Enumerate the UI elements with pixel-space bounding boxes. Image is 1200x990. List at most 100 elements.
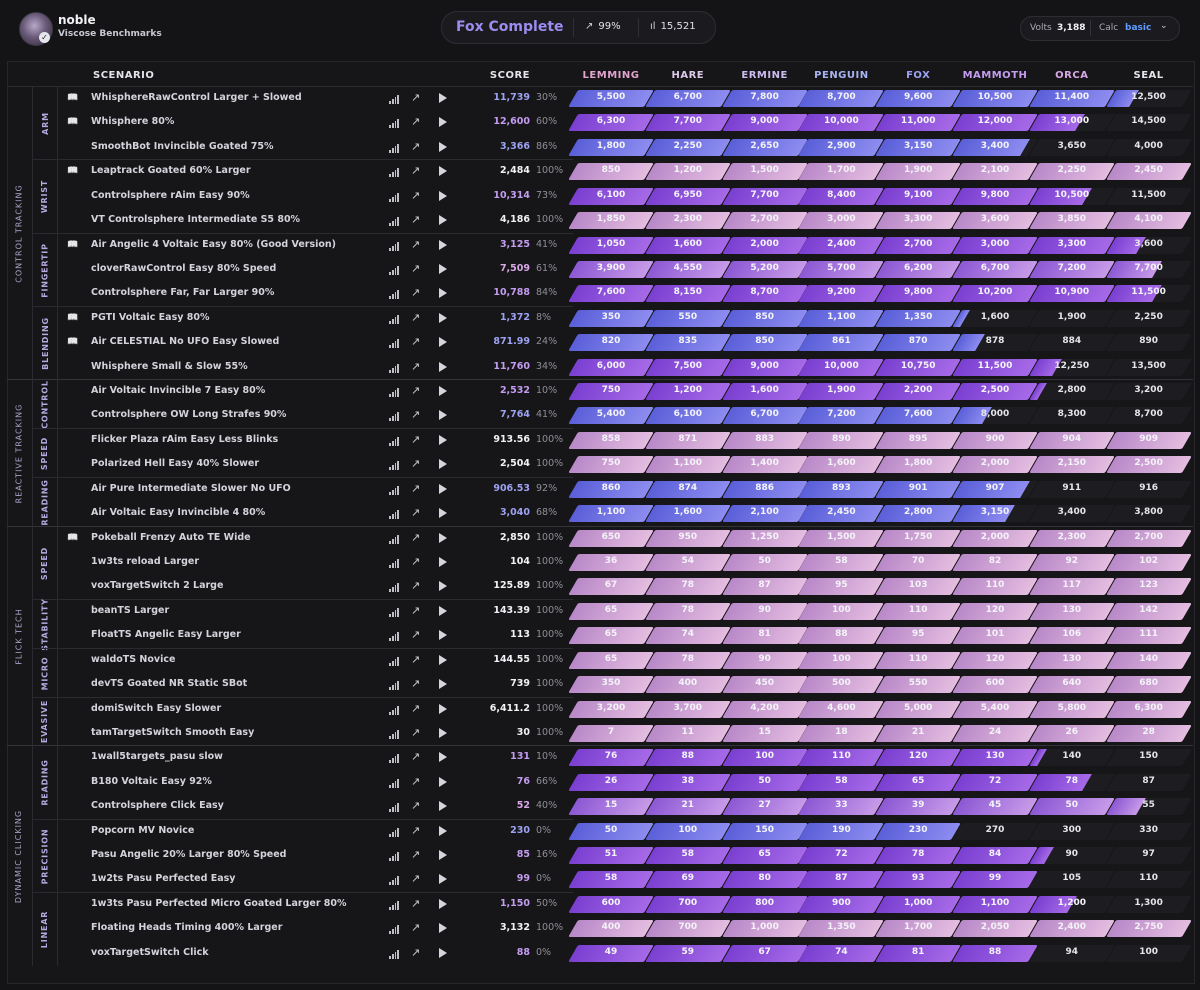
table-row[interactable]: 📖 Pokeball Frenzy Auto TE Wide ↗ 2,850 100% 6…	[58, 527, 1193, 551]
signal-bars-icon[interactable]	[389, 534, 399, 544]
table-row[interactable]: Whisphere Small & Slow 55% ↗ 11,760 34% 6,00…	[58, 356, 1193, 380]
play-icon[interactable]	[439, 752, 447, 763]
trend-chart-icon[interactable]: ↗	[411, 579, 421, 593]
signal-bars-icon[interactable]	[389, 681, 399, 691]
table-row[interactable]: Pasu Angelic 20% Larger 80% Speed ↗ 85 16% 5…	[58, 844, 1193, 868]
table-row[interactable]: 1w3ts reload Larger ↗ 104 100% 36 54 50 58 70 82 9…	[58, 551, 1193, 575]
play-icon[interactable]	[439, 117, 447, 128]
play-icon[interactable]	[439, 727, 447, 738]
table-row[interactable]: 📖 WhisphereRawControl Larger + Slowed ↗ 11,…	[58, 87, 1193, 111]
signal-bars-icon[interactable]	[389, 876, 399, 886]
scenario-name[interactable]: SmoothBot Invincible Goated 75%	[91, 140, 274, 152]
play-icon[interactable]	[439, 679, 447, 690]
trend-chart-icon[interactable]: ↗	[411, 603, 421, 617]
play-icon[interactable]	[439, 312, 447, 323]
trend-chart-icon[interactable]: ↗	[411, 91, 421, 104]
scenario-name[interactable]: devTS Goated NR Static SBot	[91, 678, 248, 690]
book-icon[interactable]: 📖	[67, 93, 79, 103]
play-icon[interactable]	[439, 215, 447, 226]
signal-bars-icon[interactable]	[389, 436, 399, 446]
table-row[interactable]: 1wall5targets_pasu slow ↗ 131 10% 76 88 100 110…	[58, 746, 1193, 770]
play-icon[interactable]	[439, 850, 447, 861]
volts-calc-control[interactable]: Volts 3,188 Calc basic ⌄	[1020, 16, 1180, 41]
scenario-name[interactable]: Whisphere Small & Slow 55%	[91, 360, 248, 372]
table-row[interactable]: FloatTS Angelic Easy Larger ↗ 113 100% 65 74 8…	[58, 624, 1193, 648]
signal-bars-icon[interactable]	[389, 949, 399, 959]
signal-bars-icon[interactable]	[389, 925, 399, 935]
table-row[interactable]: Floating Heads Timing 400% Larger ↗ 3,132 1…	[58, 917, 1193, 941]
signal-bars-icon[interactable]	[389, 290, 399, 300]
scenario-name[interactable]: tamTargetSwitch Smooth Easy	[91, 726, 255, 738]
play-icon[interactable]	[439, 410, 447, 421]
play-icon[interactable]	[439, 239, 447, 250]
scenario-name[interactable]: cloverRawControl Easy 80% Speed	[91, 262, 277, 274]
trend-chart-icon[interactable]: ↗	[411, 628, 421, 642]
table-row[interactable]: waldoTS Novice ↗ 144.55 100% 65 78 90 100 110 120…	[58, 649, 1193, 673]
trend-chart-icon[interactable]: ↗	[411, 848, 421, 862]
table-row[interactable]: devTS Goated NR Static SBot ↗ 739 100% 350 40…	[58, 673, 1193, 697]
table-row[interactable]: tamTargetSwitch Smooth Easy ↗ 30 100% 7 11 15 1…	[58, 722, 1193, 746]
table-row[interactable]: voxTargetSwitch Click ↗ 88 0% 49 59 67 74 81 88 94…	[58, 942, 1193, 966]
trend-chart-icon[interactable]: ↗	[411, 359, 421, 373]
scenario-name[interactable]: Flicker Plaza rAim Easy Less Blinks	[91, 433, 279, 445]
table-row[interactable]: 📖 Whisphere 80% ↗ 12,600 60% 6,300 7,700 9,000 1…	[58, 111, 1193, 135]
play-icon[interactable]	[439, 532, 447, 543]
scenario-name[interactable]: Popcorn MV Novice	[91, 824, 195, 836]
play-icon[interactable]	[439, 605, 447, 616]
table-row[interactable]: Air Pure Intermediate Slower No UFO ↗ 906.…	[58, 478, 1193, 502]
trend-chart-icon[interactable]: ↗	[411, 506, 421, 520]
play-icon[interactable]	[439, 654, 447, 665]
signal-bars-icon[interactable]	[389, 363, 399, 373]
book-icon[interactable]: 📖	[67, 239, 79, 250]
book-icon[interactable]: 📖	[67, 312, 79, 323]
signal-bars-icon[interactable]	[389, 656, 399, 666]
signal-bars-icon[interactable]	[389, 778, 399, 788]
play-icon[interactable]	[439, 434, 447, 445]
table-row[interactable]: Controlsphere Far, Far Larger 90% ↗ 10,788…	[58, 282, 1193, 306]
scenario-name[interactable]: Controlsphere OW Long Strafes 90%	[91, 409, 287, 421]
trend-chart-icon[interactable]: ↗	[411, 896, 421, 910]
trend-chart-icon[interactable]: ↗	[411, 823, 421, 837]
play-icon[interactable]	[439, 630, 447, 641]
scenario-name[interactable]: Whisphere 80%	[91, 116, 175, 128]
table-row[interactable]: cloverRawControl Easy 80% Speed ↗ 7,509 61%…	[58, 258, 1193, 282]
signal-bars-icon[interactable]	[389, 510, 399, 520]
play-icon[interactable]	[439, 556, 447, 567]
signal-bars-icon[interactable]	[389, 119, 399, 129]
trend-chart-icon[interactable]: ↗	[411, 481, 421, 495]
play-icon[interactable]	[439, 776, 447, 787]
trend-chart-icon[interactable]: ↗	[411, 261, 421, 275]
trend-chart-icon[interactable]: ↗	[411, 432, 421, 446]
table-row[interactable]: Controlsphere Click Easy ↗ 52 40% 15 21 27 33 39…	[58, 795, 1193, 819]
scenario-name[interactable]: Polarized Hell Easy 40% Slower	[91, 458, 260, 470]
signal-bars-icon[interactable]	[389, 168, 399, 178]
scenario-name[interactable]: Leaptrack Goated 60% Larger	[91, 165, 251, 177]
scenario-name[interactable]: domiSwitch Easy Slower	[91, 702, 222, 714]
trend-chart-icon[interactable]: ↗	[411, 872, 421, 886]
signal-bars-icon[interactable]	[389, 265, 399, 275]
table-row[interactable]: 1w3ts Pasu Perfected Micro Goated Larger…	[58, 893, 1193, 917]
table-row[interactable]: 📖 PGTI Voltaic Easy 80% ↗ 1,372 8% 350 550 850 1…	[58, 307, 1193, 331]
signal-bars-icon[interactable]	[389, 632, 399, 642]
table-row[interactable]: beanTS Larger ↗ 143.39 100% 65 78 90 100 110 120 1…	[58, 600, 1193, 624]
scenario-name[interactable]: beanTS Larger	[91, 604, 170, 616]
signal-bars-icon[interactable]	[389, 241, 399, 251]
trend-chart-icon[interactable]: ↗	[411, 139, 421, 153]
trend-chart-icon[interactable]: ↗	[411, 652, 421, 666]
user-name[interactable]: noble	[58, 13, 96, 27]
signal-bars-icon[interactable]	[389, 900, 399, 910]
signal-bars-icon[interactable]	[389, 412, 399, 422]
trend-chart-icon[interactable]: ↗	[411, 213, 421, 227]
play-icon[interactable]	[439, 947, 447, 958]
play-icon[interactable]	[439, 898, 447, 909]
table-row[interactable]: 1w2ts Pasu Perfected Easy ↗ 99 0% 58 69 80 87 93…	[58, 868, 1193, 892]
scenario-name[interactable]: Air Voltaic Easy Invincible 4 80%	[91, 507, 266, 519]
trend-chart-icon[interactable]: ↗	[411, 188, 421, 202]
scenario-name[interactable]: Pokeball Frenzy Auto TE Wide	[91, 531, 251, 543]
table-row[interactable]: Controlsphere OW Long Strafes 90% ↗ 7,764 4…	[58, 404, 1193, 428]
scenario-name[interactable]: WhisphereRawControl Larger + Slowed	[91, 92, 302, 103]
scenario-name[interactable]: FloatTS Angelic Easy Larger	[91, 629, 241, 641]
table-row[interactable]: 📖 Air CELESTIAL No UFO Easy Slowed ↗ 871.99…	[58, 331, 1193, 355]
scenario-name[interactable]: Air Voltaic Invincible 7 Easy 80%	[91, 385, 266, 397]
play-icon[interactable]	[439, 190, 447, 201]
